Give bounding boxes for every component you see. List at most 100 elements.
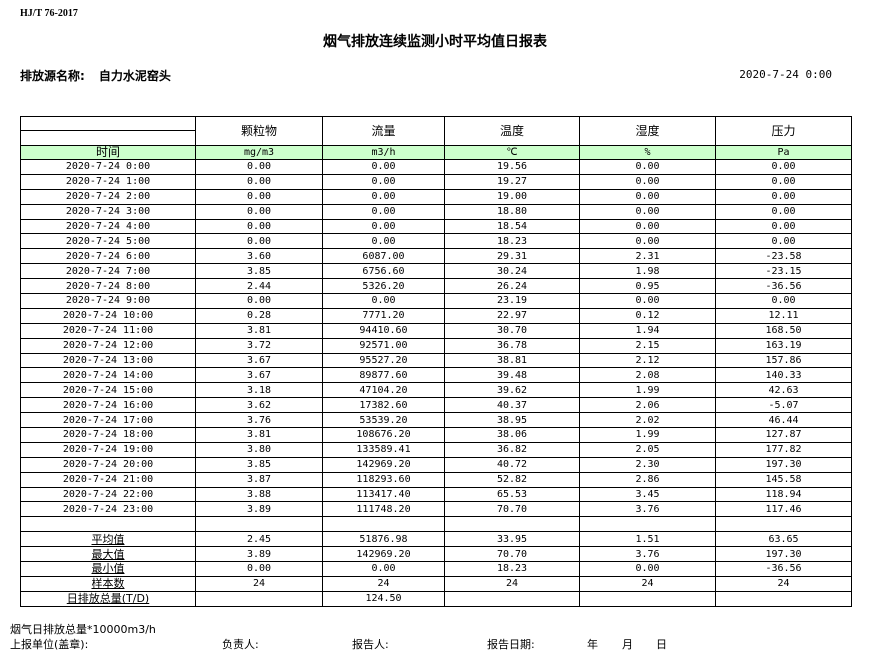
- year-label: 年: [587, 638, 598, 651]
- value-cell: 38.95: [444, 412, 580, 429]
- column-header: 颗粒物: [195, 116, 323, 146]
- value-cell: 157.86: [715, 352, 852, 369]
- time-cell: 2020-7-24 23:00: [20, 501, 196, 518]
- time-cell: 2020-7-24 10:00: [20, 307, 196, 324]
- value-cell: 133589.41: [322, 441, 445, 458]
- stat-value: 1.51: [579, 531, 716, 548]
- value-cell: 2.30: [579, 456, 716, 473]
- table-row: 2020-7-24 13:00 3.67 95527.20 38.81 2.12 157.…: [20, 352, 852, 369]
- column-header: 流量: [322, 116, 445, 146]
- table-row: 2020-7-24 20:00 3.85 142969.20 40.72 2.30 197…: [20, 456, 852, 473]
- blank-cell: [715, 516, 852, 533]
- value-cell: 145.58: [715, 471, 852, 488]
- stat-value: 24: [322, 575, 445, 592]
- table-row: 2020-7-24 4:00 0.00 0.00 18.54 0.00 0.00: [20, 218, 852, 235]
- value-cell: 0.00: [195, 173, 323, 190]
- stat-value: 124.50: [322, 590, 445, 607]
- table-row: 2020-7-24 7:00 3.85 6756.60 30.24 1.98 -23.15: [20, 263, 852, 280]
- value-cell: 0.00: [715, 159, 852, 175]
- value-cell: 3.81: [195, 322, 323, 339]
- time-cell: 2020-7-24 12:00: [20, 337, 196, 354]
- column-header: 温度: [444, 116, 580, 146]
- table-row: 2020-7-24 6:00 3.60 6087.00 29.31 2.31 -23.58: [20, 248, 852, 265]
- stat-value: 70.70: [444, 546, 580, 563]
- value-cell: 30.24: [444, 263, 580, 280]
- stat-label: 样本数: [20, 575, 196, 592]
- value-cell: 0.00: [322, 188, 445, 205]
- value-cell: 0.00: [715, 173, 852, 190]
- value-cell: 142969.20: [322, 456, 445, 473]
- table-row: 2020-7-24 5:00 0.00 0.00 18.23 0.00 0.00: [20, 233, 852, 250]
- value-cell: 0.95: [579, 278, 716, 295]
- value-cell: 47104.20: [322, 382, 445, 399]
- value-cell: 42.63: [715, 382, 852, 399]
- table-row: 2020-7-24 15:00 3.18 47104.20 39.62 1.99 42.6…: [20, 382, 852, 399]
- value-cell: -23.15: [715, 263, 852, 280]
- value-cell: 6756.60: [322, 263, 445, 280]
- stat-value: 51876.98: [322, 531, 445, 548]
- value-cell: 3.67: [195, 352, 323, 369]
- value-cell: 40.37: [444, 397, 580, 414]
- value-cell: 2.02: [579, 412, 716, 429]
- blank-cell: [195, 516, 323, 533]
- value-cell: 29.31: [444, 248, 580, 265]
- stat-value: 0.00: [195, 561, 323, 577]
- value-cell: 18.80: [444, 203, 580, 220]
- value-cell: 1.99: [579, 382, 716, 399]
- value-cell: 53539.20: [322, 412, 445, 429]
- stat-value: 2.45: [195, 531, 323, 548]
- unit-cell: m3/h: [322, 145, 445, 160]
- unit-cell: %: [579, 145, 716, 160]
- value-cell: 18.54: [444, 218, 580, 235]
- column-header: 压力: [715, 116, 852, 146]
- value-cell: 3.76: [195, 412, 323, 429]
- value-cell: 118.94: [715, 486, 852, 503]
- stat-value: 24: [444, 575, 580, 592]
- value-cell: 3.76: [579, 501, 716, 518]
- value-cell: 3.81: [195, 427, 323, 443]
- stat-value: 24: [715, 575, 852, 592]
- reporting-unit-label: 上报单位(盖章):: [10, 638, 89, 651]
- value-cell: 38.06: [444, 427, 580, 443]
- value-cell: 22.97: [444, 307, 580, 324]
- unit-cell: mg/m3: [195, 145, 323, 160]
- value-cell: 3.80: [195, 441, 323, 458]
- table-row: 2020-7-24 19:00 3.80 133589.41 36.82 2.05 177…: [20, 441, 852, 458]
- header-row: 颗粒物 流量 温度 湿度 压力: [20, 116, 852, 146]
- value-cell: 108676.20: [322, 427, 445, 443]
- value-cell: 36.78: [444, 337, 580, 354]
- stat-label: 最小值: [20, 561, 196, 577]
- value-cell: 1.99: [579, 427, 716, 443]
- value-cell: 2.44: [195, 278, 323, 295]
- value-cell: -36.56: [715, 278, 852, 295]
- value-cell: 3.88: [195, 486, 323, 503]
- time-cell: 2020-7-24 8:00: [20, 278, 196, 295]
- value-cell: 0.00: [322, 218, 445, 235]
- stats-row: 最小值 0.00 0.00 18.23 0.00 -36.56: [20, 561, 852, 577]
- value-cell: 40.72: [444, 456, 580, 473]
- source-label: 排放源名称:: [20, 69, 85, 83]
- table-row: 2020-7-24 17:00 3.76 53539.20 38.95 2.02 46.4…: [20, 412, 852, 429]
- value-cell: 3.62: [195, 397, 323, 414]
- time-cell: 2020-7-24 7:00: [20, 263, 196, 280]
- value-cell: 6087.00: [322, 248, 445, 265]
- stat-value: 0.00: [322, 561, 445, 577]
- table-row: 2020-7-24 12:00 3.72 92571.00 36.78 2.15 163.…: [20, 337, 852, 354]
- reporter-label: 报告人:: [352, 638, 389, 651]
- table-row: 2020-7-24 21:00 3.87 118293.60 52.82 2.86 145…: [20, 471, 852, 488]
- stat-value: [444, 590, 580, 607]
- stat-value: 24: [579, 575, 716, 592]
- stat-value: [579, 590, 716, 607]
- value-cell: 3.60: [195, 248, 323, 265]
- value-cell: 0.00: [195, 293, 323, 309]
- value-cell: 1.94: [579, 322, 716, 339]
- value-cell: 3.18: [195, 382, 323, 399]
- time-cell: 2020-7-24 3:00: [20, 203, 196, 220]
- blank-cell: [322, 516, 445, 533]
- stat-value: 18.23: [444, 561, 580, 577]
- value-cell: -5.07: [715, 397, 852, 414]
- blank-cell: [444, 516, 580, 533]
- time-cell: 2020-7-24 16:00: [20, 397, 196, 414]
- stats-row: 平均值 2.45 51876.98 33.95 1.51 63.65: [20, 531, 852, 548]
- time-cell: 2020-7-24 1:00: [20, 173, 196, 190]
